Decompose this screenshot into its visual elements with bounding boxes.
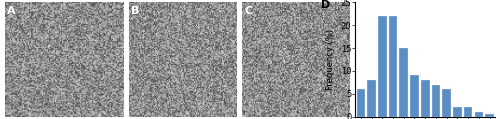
Text: D: D [320,0,330,10]
Bar [400,48,408,117]
Text: A: A [8,6,16,16]
Bar [421,80,430,117]
Bar [474,112,483,117]
Bar [388,16,398,117]
Bar [356,89,365,117]
Bar [453,107,462,117]
Bar [442,89,451,117]
Bar [464,107,472,117]
Bar [486,114,494,117]
Text: B: B [131,6,140,16]
Bar [410,75,419,117]
Bar [432,85,440,117]
Bar [378,16,386,117]
Y-axis label: Frequency (%): Frequency (%) [326,29,335,90]
Bar [368,80,376,117]
Text: C: C [244,6,252,16]
